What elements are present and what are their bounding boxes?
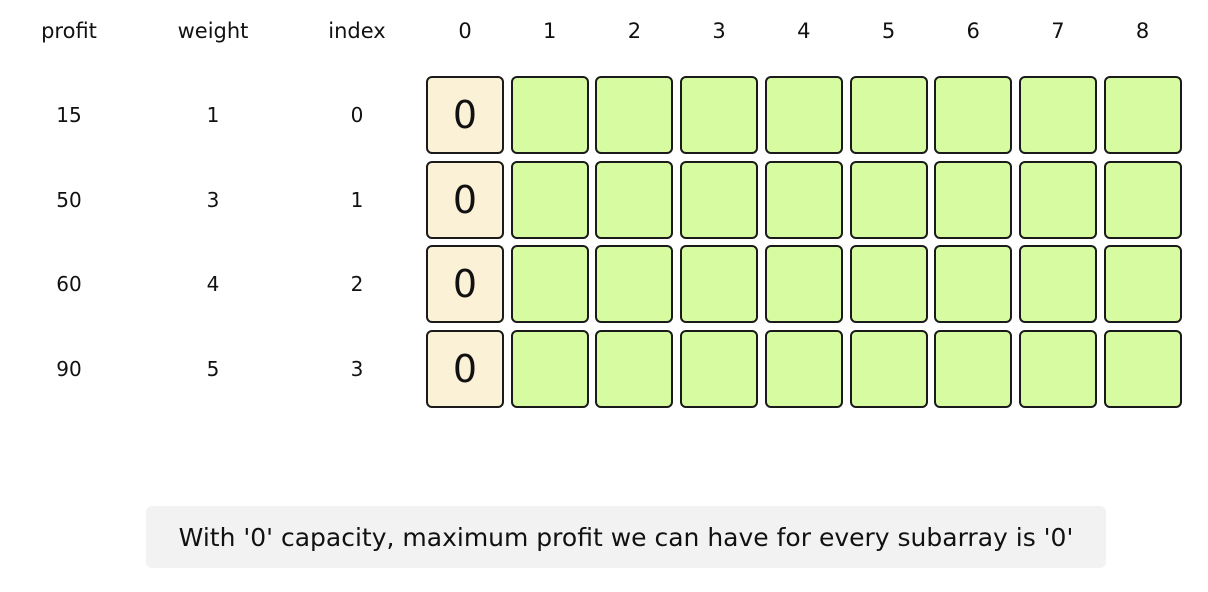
weight-cell-2: 4 [206,272,220,297]
dp-cell-3-6 [934,330,1013,409]
dp-cell-2-0: 0 [426,245,504,324]
dp-cell-2-3 [680,245,759,324]
capacity-header-6: 6 [966,19,980,43]
dp-cell-2-2 [595,245,674,324]
dp-cell-0-5 [849,76,928,154]
caption: With '0' capacity, maximum profit we can… [146,506,1106,568]
index-cell-0: 0 [350,103,364,127]
header-profit: profit [41,19,97,43]
dp-cell-1-5 [849,160,928,239]
dp-cell-2-6 [934,245,1013,324]
dp-cell-2-1 [510,245,589,324]
dp-cell-1-7 [1018,160,1097,239]
dp-cell-0-4 [764,76,843,154]
dp-cell-1-1 [510,160,589,239]
weight-cell-1: 3 [206,187,220,212]
dp-cell-3-0: 0 [426,330,504,409]
profit-cell-1: 50 [56,187,82,212]
profit-cell-2: 60 [56,272,82,297]
weight-cell-0: 1 [206,103,220,127]
dp-cell-1-3 [680,160,759,239]
dp-cell-0-0: 0 [426,76,504,154]
dp-cell-3-5 [849,330,928,409]
index-cell-3: 3 [350,357,364,382]
profit-cell-0: 15 [56,103,82,127]
dp-cell-3-7 [1018,330,1097,409]
dp-cell-2-7 [1018,245,1097,324]
dp-cell-1-2 [595,160,674,239]
dp-cell-0-8 [1103,76,1182,154]
capacity-header-8: 8 [1135,19,1150,43]
dp-cell-3-2 [595,330,674,409]
dp-cell-1-6 [934,160,1013,239]
capacity-header-0: 0 [458,19,472,43]
dp-cell-1-0: 0 [426,160,504,239]
dp-cell-0-3 [680,76,759,154]
capacity-header-3: 3 [712,19,726,43]
dp-cell-0-7 [1018,76,1097,154]
dp-cell-3-4 [764,330,843,409]
dp-cell-3-1 [510,330,589,409]
dp-cell-2-8 [1103,245,1182,324]
capacity-header-4: 4 [797,19,811,43]
dp-cell-3-3 [680,330,759,409]
dp-cell-0-6 [934,76,1013,154]
weight-cell-3: 5 [206,357,220,382]
capacity-header-2: 2 [627,19,642,43]
capacity-header-5: 5 [881,19,896,43]
dp-cell-2-5 [849,245,928,324]
header-weight: weight [177,19,249,43]
index-cell-2: 2 [350,272,364,297]
capacity-header-1: 1 [543,19,557,43]
dp-cell-3-8 [1103,330,1182,409]
dp-cell-1-8 [1103,160,1182,239]
header-index: index [328,19,386,43]
dp-cell-2-4 [764,245,843,324]
profit-cell-3: 90 [56,357,82,382]
dp-cell-1-4 [764,160,843,239]
capacity-header-7: 7 [1051,19,1065,43]
index-cell-1: 1 [350,187,364,212]
dp-cell-0-1 [510,76,589,154]
dp-cell-0-2 [595,76,674,154]
